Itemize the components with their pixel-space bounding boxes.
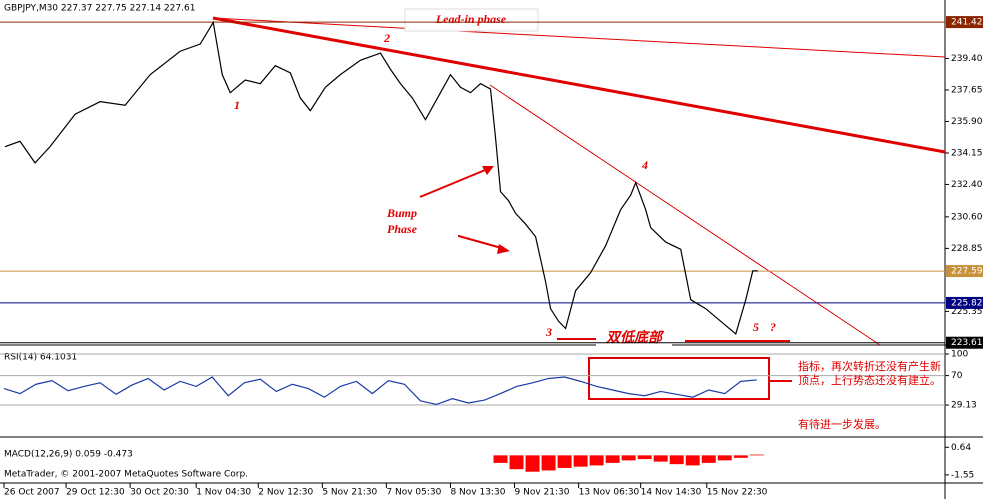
annotation: 3 bbox=[545, 325, 552, 339]
histogram-bar bbox=[653, 455, 668, 462]
x-tick-label: 13 Nov 06:30 bbox=[579, 488, 640, 498]
x-tick-label: 30 Oct 20:30 bbox=[130, 488, 189, 498]
histogram-bar bbox=[733, 455, 748, 458]
label-box bbox=[634, 156, 662, 176]
level-label-bg bbox=[946, 336, 983, 349]
annotation: Lead-in phase bbox=[435, 12, 507, 26]
annotation: 4 bbox=[641, 158, 648, 172]
histogram-bar bbox=[701, 455, 716, 463]
x-tick-label: 15 Nov 22:30 bbox=[707, 488, 768, 498]
y-tick-label: 232.40 bbox=[951, 180, 983, 190]
histogram-bar bbox=[493, 455, 508, 463]
x-tick-label: 1 Nov 04:30 bbox=[196, 488, 251, 498]
footer: MetaTrader, © 2001-2007 MetaQuotes Softw… bbox=[4, 470, 248, 480]
level-label: 225.82 bbox=[951, 298, 983, 308]
y-tick-label: 239.40 bbox=[951, 54, 983, 64]
x-tick-label: 14 Nov 14:30 bbox=[641, 488, 702, 498]
histogram-bar bbox=[717, 455, 732, 461]
histogram-bar bbox=[589, 455, 604, 466]
level-label: 241.42 bbox=[951, 18, 983, 28]
annotation: 双低底部 bbox=[605, 329, 665, 346]
label-box bbox=[404, 8, 539, 32]
annotation: 2 bbox=[383, 31, 390, 45]
y-tick-label: 0.64 bbox=[951, 443, 971, 453]
histogram-bar bbox=[605, 455, 620, 463]
y-tick-label: 70 bbox=[951, 371, 963, 381]
trend-line bbox=[489, 84, 881, 346]
y-tick-label: 225.35 bbox=[951, 307, 983, 317]
level-label-bg bbox=[946, 296, 983, 309]
histogram-bar bbox=[669, 455, 684, 465]
y-tick-label: 228.85 bbox=[951, 244, 983, 254]
y-tick-label: -1.55 bbox=[951, 470, 974, 480]
y-tick-label: 29.13 bbox=[951, 401, 977, 411]
price-line bbox=[4, 20, 758, 335]
x-tick-label: 9 Nov 21:30 bbox=[515, 488, 570, 498]
note: 指标，再次转折还没有产生新顶点，上行势态还没有建立。 bbox=[798, 360, 941, 387]
x-tick-label: 7 Nov 05:30 bbox=[386, 488, 441, 498]
histogram-bar bbox=[637, 455, 652, 460]
arrow bbox=[419, 167, 491, 198]
x-tick-label: 26 Oct 2007 bbox=[4, 488, 60, 498]
arrow-head bbox=[482, 166, 494, 175]
annotation: 1 bbox=[234, 98, 240, 112]
y-tick-label: 237.65 bbox=[951, 85, 983, 95]
histogram-bar bbox=[509, 455, 524, 470]
annotation: Phase bbox=[387, 222, 418, 236]
annotation: Bump bbox=[386, 206, 417, 220]
price-line bbox=[3, 376, 757, 406]
label-box bbox=[226, 95, 250, 127]
trend-line bbox=[212, 17, 946, 58]
level-label-bg bbox=[946, 265, 983, 278]
level-label: 227.59 bbox=[951, 267, 983, 277]
highlight-box bbox=[588, 357, 770, 400]
x-tick-label: 29 Oct 12:30 bbox=[66, 488, 125, 498]
label-box bbox=[596, 327, 672, 349]
histogram-bar bbox=[621, 455, 636, 461]
annotation: 5 bbox=[753, 320, 759, 334]
label-box bbox=[382, 205, 458, 241]
y-tick-label: 100 bbox=[951, 350, 968, 360]
histogram-bar bbox=[525, 455, 540, 472]
y-tick-label: 235.90 bbox=[951, 117, 983, 127]
y-tick-label: 234.15 bbox=[951, 148, 983, 158]
note: 有待进一步发展。 bbox=[798, 418, 886, 431]
panel-title: RSI(14) 64.1031 bbox=[4, 353, 77, 363]
level-label-bg bbox=[946, 16, 983, 29]
x-tick-label: 8 Nov 13:30 bbox=[450, 488, 505, 498]
trend-line bbox=[212, 16, 946, 154]
histogram-bar bbox=[541, 455, 556, 471]
chart-title: GBPJPY,M30 227.37 227.75 227.14 227.61 bbox=[4, 4, 195, 14]
histogram-bar bbox=[749, 454, 764, 456]
arrow-head bbox=[497, 244, 510, 254]
annotation: ? bbox=[770, 320, 776, 334]
histogram-bar bbox=[557, 455, 572, 468]
x-tick-label: 5 Nov 21:30 bbox=[322, 488, 377, 498]
level-label: 223.61 bbox=[951, 338, 983, 348]
histogram-bar bbox=[685, 455, 700, 466]
panel-title: MACD(12,26,9) 0.059 -0.473 bbox=[4, 450, 133, 460]
histogram-bar bbox=[573, 455, 588, 467]
y-tick-label: 230.60 bbox=[951, 212, 983, 222]
x-tick-label: 2 Nov 12:30 bbox=[258, 488, 313, 498]
